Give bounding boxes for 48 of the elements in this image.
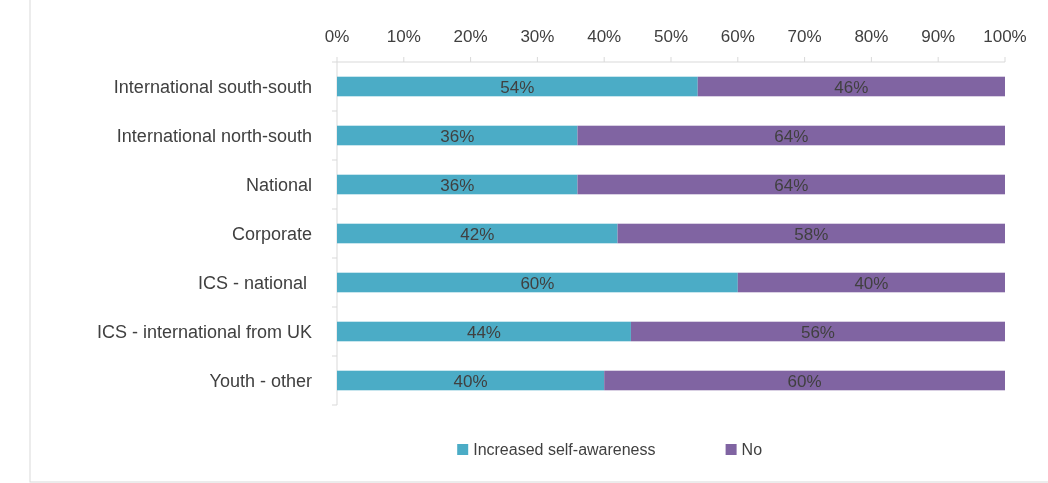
bar <box>617 223 1005 244</box>
bar <box>337 272 738 293</box>
data-label: 44% <box>466 322 501 342</box>
x-tick-label: 100% <box>983 27 1027 46</box>
y-tick-label: Youth - other <box>209 370 312 391</box>
bar <box>577 125 1005 146</box>
data-label: 36% <box>440 126 475 146</box>
bar <box>697 76 1005 97</box>
x-tick-label: 10% <box>386 27 421 46</box>
data-label: 58% <box>794 224 829 244</box>
x-tick-label: 20% <box>453 27 488 46</box>
y-tick-label: Corporate <box>231 223 312 244</box>
y-tick-label: ICS - national <box>197 272 312 293</box>
legend-label: Increased self-awareness <box>473 441 656 458</box>
data-label: 46% <box>834 77 869 97</box>
x-tick-label: 30% <box>520 27 555 46</box>
data-label: 42% <box>460 224 495 244</box>
bar <box>337 174 578 195</box>
x-tick-label: 60% <box>720 27 755 46</box>
bar <box>337 321 631 342</box>
x-tick-label: 90% <box>921 27 956 46</box>
bar <box>337 125 578 146</box>
data-label: 60% <box>787 371 822 391</box>
data-label: 64% <box>774 175 809 195</box>
x-tick-label: 70% <box>787 27 822 46</box>
bar <box>577 174 1005 195</box>
x-tick-label: 40% <box>587 27 622 46</box>
bar <box>737 272 1005 293</box>
y-tick-label: International north-south <box>116 125 312 146</box>
y-tick-label: International south-south <box>113 76 312 97</box>
data-label: 40% <box>854 273 889 293</box>
data-label: 36% <box>440 175 475 195</box>
bar <box>604 370 1005 391</box>
data-label: 56% <box>800 322 835 342</box>
bar <box>337 370 605 391</box>
y-tick-label: National <box>245 174 312 195</box>
bar <box>630 321 1005 342</box>
y-tick-label: ICS - international from UK <box>96 321 312 342</box>
data-label: 40% <box>453 371 488 391</box>
x-tick-label: 80% <box>854 27 889 46</box>
data-label: 60% <box>520 273 555 293</box>
x-tick-label: 50% <box>653 27 689 46</box>
legend-label: No <box>741 441 763 458</box>
data-label: 54% <box>500 77 535 97</box>
data-label: 64% <box>774 126 809 146</box>
bar <box>337 223 618 244</box>
bar <box>337 76 698 97</box>
x-tick-label: 0% <box>324 27 350 46</box>
